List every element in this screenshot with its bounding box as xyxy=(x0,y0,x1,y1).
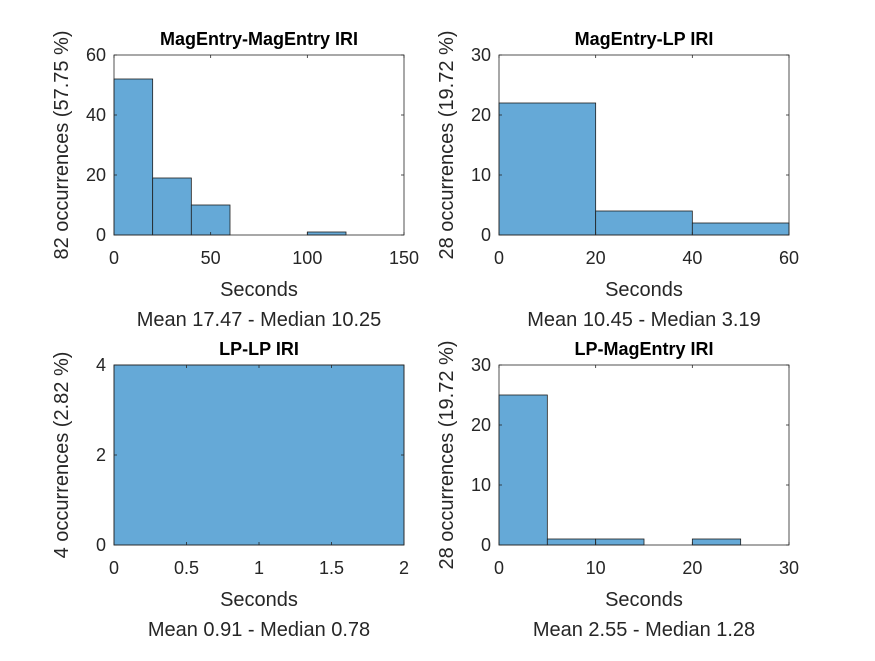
histogram-bar xyxy=(595,210,693,236)
axes-box xyxy=(498,54,790,236)
y-tick-label: 20 xyxy=(471,415,491,435)
y-axis-label: 28 occurrences (19.72 %) xyxy=(436,30,458,259)
histogram-bar xyxy=(306,231,347,236)
y-tick-label: 10 xyxy=(471,475,491,495)
x-tick-label: 40 xyxy=(682,248,702,268)
y-tick-label: 20 xyxy=(471,105,491,125)
histogram-bar xyxy=(498,394,548,546)
x-tick-label: 30 xyxy=(779,558,799,578)
histogram-bar xyxy=(113,78,154,236)
stats-caption: Mean 17.47 - Median 10.25 xyxy=(137,309,382,331)
x-tick-label: 50 xyxy=(201,248,221,268)
x-tick-label: 0 xyxy=(109,558,119,578)
y-tick-label: 60 xyxy=(86,45,106,65)
axes-box xyxy=(498,364,790,546)
x-tick-label: 0 xyxy=(494,558,504,578)
axes-box xyxy=(113,54,405,236)
histogram-bar xyxy=(498,102,597,236)
x-tick-label: 60 xyxy=(779,248,799,268)
histogram-bar xyxy=(152,177,192,236)
x-axis-label: Seconds xyxy=(605,589,683,611)
subplot-3: 0 0.5 1 1.5 2 0 2 4 LP-LP IRI Seconds Mean 0.91 - … xyxy=(51,339,409,641)
x-tick-label: 0 xyxy=(109,248,119,268)
stats-caption: Mean 10.45 - Median 3.19 xyxy=(527,309,761,331)
x-axis-label: Seconds xyxy=(220,589,298,611)
y-tick-label: 0 xyxy=(96,225,106,245)
chart-title: LP-LP IRI xyxy=(219,339,299,359)
histogram-bar xyxy=(113,364,405,546)
x-tick-label: 10 xyxy=(586,558,606,578)
chart-title: MagEntry-LP IRI xyxy=(575,29,714,49)
x-tick-label: 1 xyxy=(254,558,264,578)
subplot-2: 0 20 40 60 0 10 20 30 MagEntry-LP IRI Seconds Mean… xyxy=(436,29,799,331)
histogram-bar xyxy=(691,222,790,236)
chart-title: MagEntry-MagEntry IRI xyxy=(160,29,358,49)
x-tick-label: 150 xyxy=(389,248,419,268)
x-tick-label: 2 xyxy=(399,558,409,578)
y-tick-label: 30 xyxy=(471,45,491,65)
y-tick-label: 2 xyxy=(96,445,106,465)
y-tick-label: 10 xyxy=(471,165,491,185)
histogram-bar xyxy=(595,538,645,546)
y-tick-label: 30 xyxy=(471,355,491,375)
histogram-bar xyxy=(190,204,231,236)
histogram-bar xyxy=(546,538,597,546)
y-axis-label: 82 occurrences (57.75 %) xyxy=(51,30,73,259)
x-axis-label: Seconds xyxy=(220,279,298,301)
y-tick-label: 40 xyxy=(86,105,106,125)
y-axis-label: 4 occurrences (2.82 %) xyxy=(51,352,73,559)
y-tick-label: 20 xyxy=(86,165,106,185)
y-tick-label: 0 xyxy=(96,535,106,555)
x-tick-label: 0.5 xyxy=(174,558,199,578)
stats-caption: Mean 2.55 - Median 1.28 xyxy=(533,619,755,641)
x-axis-label: Seconds xyxy=(605,279,683,301)
stats-caption: Mean 0.91 - Median 0.78 xyxy=(148,619,370,641)
x-tick-label: 20 xyxy=(586,248,606,268)
x-tick-label: 20 xyxy=(682,558,702,578)
y-tick-label: 0 xyxy=(481,225,491,245)
subplot-4: 0 10 20 30 0 10 20 30 LP-MagEntry IRI Seconds Mean… xyxy=(436,339,799,641)
y-axis-label: 28 occurrences (19.72 %) xyxy=(436,340,458,569)
y-tick-label: 0 xyxy=(481,535,491,555)
x-tick-label: 0 xyxy=(494,248,504,268)
y-tick-label: 4 xyxy=(96,355,106,375)
x-tick-label: 1.5 xyxy=(319,558,344,578)
chart-title: LP-MagEntry IRI xyxy=(574,339,713,359)
subplot-1: 0 50 100 150 0 20 40 60 MagEntry-MagEntry IRI Sec… xyxy=(51,29,419,331)
histogram-bar xyxy=(691,538,742,546)
x-tick-label: 100 xyxy=(292,248,322,268)
